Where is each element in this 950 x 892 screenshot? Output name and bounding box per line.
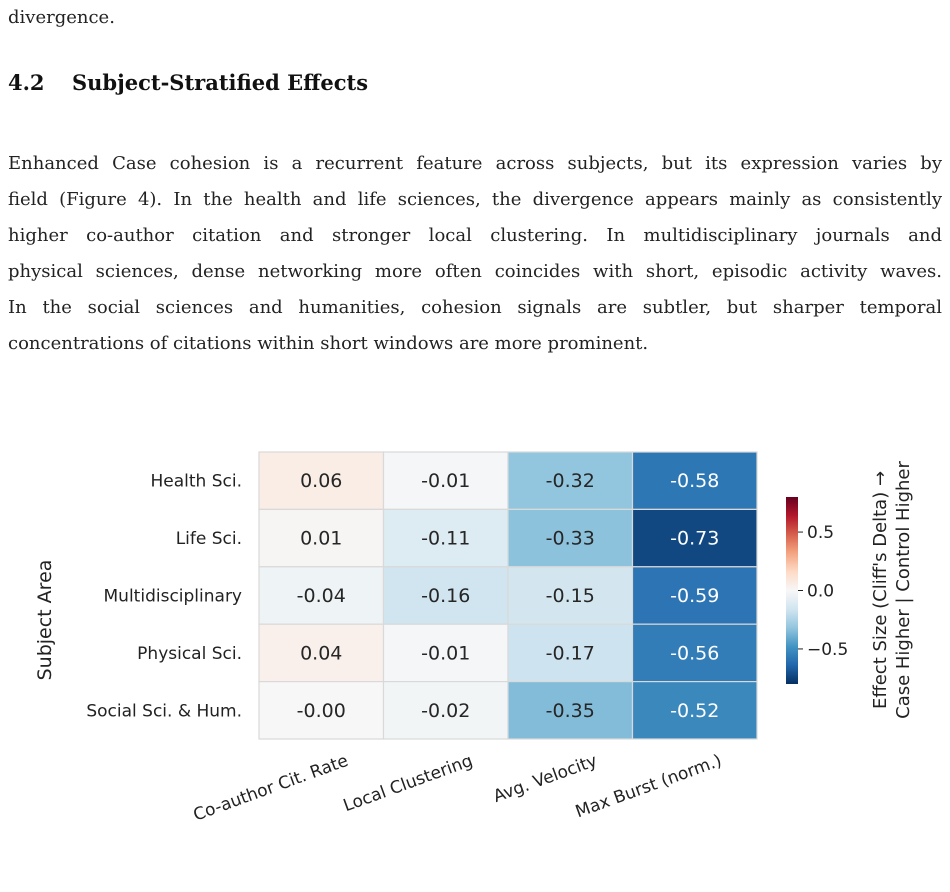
- y-tick-labels: Health Sci. Life Sci. Multidisciplinary Phy…: [86, 472, 242, 722]
- heatmap-cell: [507, 681, 634, 740]
- heatmap-cell: [631, 566, 758, 625]
- heatmap-cell: [382, 566, 509, 625]
- heatmap-cell: [382, 451, 509, 511]
- heatmap-cell-label: -0.02: [421, 700, 470, 722]
- x-tick-label: Avg. Velocity: [491, 751, 600, 807]
- heatmap-cell: [631, 451, 758, 511]
- text-line: higher co-author citation and stronger l…: [8, 225, 942, 246]
- heatmap-cell: [631, 508, 758, 568]
- figure-heatmap: 0.06 -0.01 -0.32 -0.58 0.01 -0.11 -0.33 -0.73 -0…: [34, 451, 914, 826]
- text-line: divergence.: [8, 7, 115, 28]
- heatmap-cell-label: -0.15: [546, 585, 595, 607]
- text-line: In the social sciences and humanities, c…: [8, 297, 942, 318]
- text-line: concentrations of citations within short…: [8, 333, 649, 354]
- heatmap-cell-label: -0.16: [421, 585, 470, 607]
- heatmap-cell: [631, 623, 758, 683]
- heatmap-cell: [631, 681, 758, 740]
- previous-paragraph-tail: divergence.: [8, 0, 942, 36]
- section-paragraph: Enhanced Case cohesion is a recurrent fe…: [8, 146, 942, 362]
- heatmap-cell-label: 0.01: [300, 528, 342, 550]
- heatmap-cell-label: -0.01: [421, 470, 470, 492]
- colorbar-ticks: 0.5 0.0 −0.5: [798, 523, 848, 660]
- y-axis-label: Subject Area: [34, 560, 56, 681]
- x-tick-label: Co-author Cit. Rate: [191, 751, 351, 826]
- y-tick-label: Social Sci. & Hum.: [86, 701, 242, 721]
- heatmap-cell-label: -0.58: [670, 470, 719, 492]
- colorbar-label-line2: Case Higher | Control Higher: [893, 461, 914, 719]
- colorbar-tick-label: 0.0: [807, 582, 834, 602]
- colorbar-label-line1: Effect Size (Cliff's Delta) →: [870, 471, 891, 709]
- colorbar-tick-label: 0.5: [807, 523, 834, 543]
- heatmap-cell: [382, 508, 509, 568]
- heatmap-cell-label: -0.17: [546, 642, 595, 664]
- heatmap-cell-label: -0.33: [546, 528, 595, 550]
- section-heading: 4.2 Subject-Stratified Effects: [8, 70, 368, 95]
- x-tick-label: Local Clustering: [341, 751, 476, 816]
- heatmap-cell-label: -0.35: [546, 700, 595, 722]
- y-tick-label: Health Sci.: [151, 472, 243, 492]
- heatmap-cell: [382, 623, 509, 683]
- heatmap-cell: [507, 451, 634, 511]
- heatmap-cell-label: 0.06: [300, 470, 342, 492]
- text-line: Enhanced Case cohesion is a recurrent fe…: [8, 153, 942, 174]
- heatmap-cell-label: -0.59: [670, 585, 719, 607]
- heatmap-cell-label: -0.00: [297, 700, 346, 722]
- colorbar: [786, 497, 798, 684]
- y-tick-label: Life Sci.: [176, 529, 242, 549]
- heatmap-cell-label: -0.04: [297, 585, 346, 607]
- section-title: Subject-Stratified Effects: [72, 70, 369, 95]
- heatmap-cell-labels: 0.06 -0.01 -0.32 -0.58 0.01 -0.11 -0.33 -0.73 -0…: [297, 470, 720, 722]
- heatmap-cell-label: -0.11: [421, 528, 470, 550]
- heatmap-cell-label: -0.32: [546, 470, 595, 492]
- heatmap-cell-label: -0.56: [670, 642, 719, 664]
- section-number: 4.2: [8, 70, 45, 95]
- heatmap-cell-label: -0.52: [670, 700, 719, 722]
- heatmap-cell-label: -0.01: [421, 642, 470, 664]
- heatmap-cell-label: -0.73: [670, 528, 719, 550]
- heatmap-cell: [382, 681, 509, 740]
- text-line: physical sciences, dense networking more…: [8, 261, 942, 282]
- heatmap-cell-label: 0.04: [300, 642, 342, 664]
- heatmap-cell: [258, 681, 385, 740]
- colorbar-tick-label: −0.5: [807, 640, 848, 660]
- heatmap-cell: [258, 451, 385, 511]
- heatmap-cells: [258, 451, 758, 740]
- text-line: field (Figure 4). In the health and life…: [8, 189, 942, 210]
- y-tick-label: Physical Sci.: [137, 644, 242, 664]
- y-tick-label: Multidisciplinary: [104, 587, 242, 607]
